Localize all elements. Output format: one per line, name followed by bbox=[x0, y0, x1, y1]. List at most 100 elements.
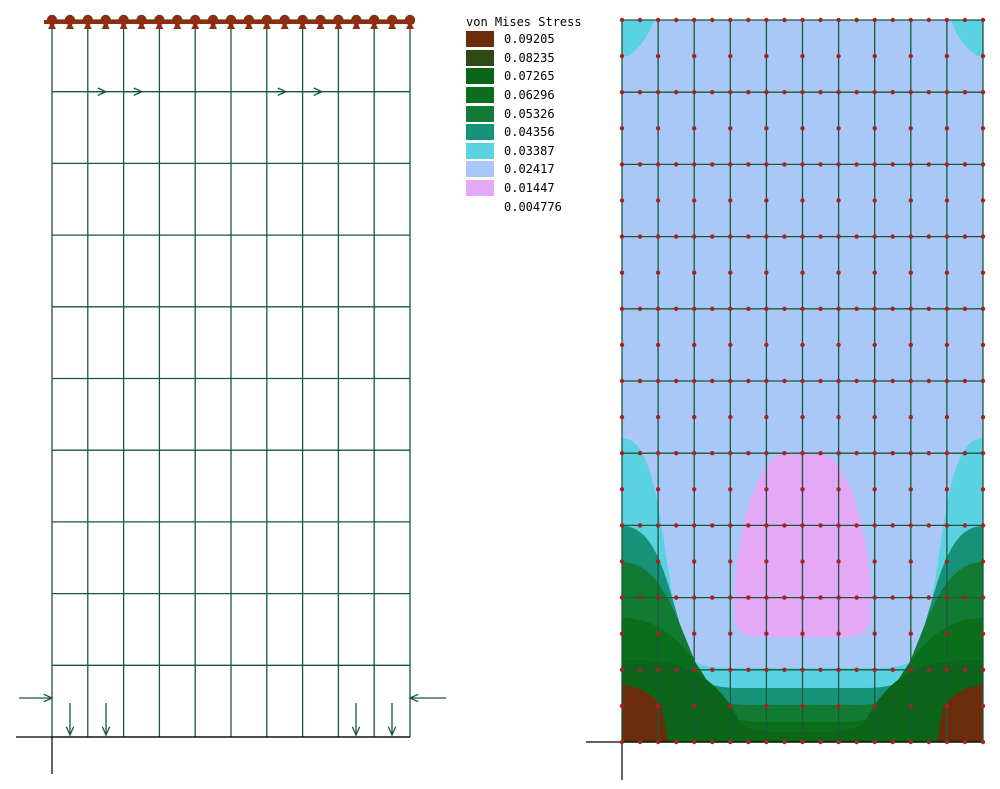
support-symbol bbox=[118, 14, 129, 29]
legend-swatch bbox=[466, 142, 494, 159]
force-arrow-head bbox=[408, 693, 419, 703]
mesh-node bbox=[637, 523, 643, 528]
mesh-node bbox=[728, 378, 733, 384]
legend-swatch bbox=[466, 161, 494, 178]
mesh-node bbox=[692, 342, 697, 348]
mesh-node bbox=[836, 595, 841, 600]
force-arrow-head bbox=[387, 726, 397, 737]
force-arrow-head bbox=[351, 726, 361, 737]
mesh-node bbox=[836, 126, 841, 131]
support-symbol bbox=[82, 14, 94, 29]
mesh-node bbox=[908, 703, 913, 709]
force-arrow-head bbox=[101, 726, 111, 737]
mesh-node bbox=[673, 523, 679, 528]
mesh-node bbox=[655, 487, 661, 492]
mesh-node bbox=[926, 378, 932, 384]
mesh-node bbox=[619, 703, 625, 709]
mesh-node bbox=[962, 234, 968, 239]
support-node bbox=[172, 14, 183, 26]
mesh-node bbox=[980, 631, 986, 636]
support-triangle bbox=[65, 21, 74, 29]
mesh-node bbox=[980, 162, 986, 167]
mesh-node bbox=[746, 451, 751, 456]
mesh-node bbox=[800, 126, 805, 131]
support-node bbox=[225, 14, 237, 26]
support-node bbox=[136, 14, 147, 26]
mesh-node bbox=[836, 17, 841, 23]
mesh-node bbox=[655, 90, 661, 95]
support-triangle bbox=[227, 21, 235, 29]
mesh-node bbox=[836, 703, 841, 709]
mesh-node bbox=[637, 739, 643, 745]
mesh-node bbox=[872, 234, 877, 239]
support-symbol bbox=[207, 14, 219, 29]
mesh-node bbox=[944, 17, 950, 23]
mesh-node bbox=[962, 739, 968, 745]
mesh-node bbox=[728, 234, 733, 239]
mesh-node bbox=[908, 126, 913, 131]
legend-title: von Mises Stress bbox=[466, 15, 582, 29]
mesh-node bbox=[800, 703, 805, 709]
mesh-node bbox=[673, 739, 679, 745]
mesh-node bbox=[800, 234, 805, 239]
mesh-node bbox=[872, 162, 877, 167]
mesh-node bbox=[854, 378, 859, 384]
support-triangle bbox=[262, 21, 271, 29]
mesh-node bbox=[890, 306, 895, 311]
force-arrow bbox=[101, 703, 111, 737]
mesh-node bbox=[619, 451, 625, 456]
mesh-node bbox=[728, 595, 733, 600]
mesh-node bbox=[728, 739, 733, 745]
support-node bbox=[82, 14, 94, 26]
mesh-node bbox=[962, 306, 968, 311]
mesh-node bbox=[926, 90, 932, 95]
mesh-node bbox=[836, 198, 841, 203]
mesh-node bbox=[637, 17, 643, 23]
mesh-node bbox=[619, 270, 625, 275]
mesh-node bbox=[962, 451, 968, 456]
mesh-node bbox=[728, 523, 733, 528]
mesh-node bbox=[782, 162, 787, 167]
support-triangle bbox=[155, 21, 164, 29]
mesh-node bbox=[854, 739, 859, 745]
mesh-node bbox=[872, 739, 877, 745]
mesh-node bbox=[764, 559, 769, 564]
support-node bbox=[207, 14, 219, 26]
mesh-node bbox=[980, 90, 986, 95]
mesh-node bbox=[890, 234, 895, 239]
support-triangle bbox=[101, 21, 110, 29]
mesh-node bbox=[764, 126, 769, 131]
support-node bbox=[369, 14, 380, 26]
mesh-node bbox=[944, 414, 950, 420]
mesh-node bbox=[764, 703, 769, 709]
mesh-node bbox=[944, 378, 950, 384]
mesh-node bbox=[655, 53, 661, 59]
mesh-node bbox=[818, 667, 823, 672]
mesh-node bbox=[619, 523, 625, 528]
mesh-node bbox=[980, 126, 986, 131]
mesh-node bbox=[764, 234, 769, 239]
contour-band bbox=[622, 684, 668, 742]
mesh-node bbox=[872, 451, 877, 456]
mesh-node bbox=[619, 595, 625, 600]
support-triangle bbox=[137, 21, 146, 29]
support-symbol bbox=[172, 14, 183, 29]
support-node bbox=[261, 14, 272, 26]
legend-swatch bbox=[466, 68, 494, 85]
mesh-node bbox=[908, 90, 913, 95]
force-arrow-head bbox=[313, 87, 324, 96]
mesh-node bbox=[908, 414, 913, 420]
mesh-node bbox=[782, 667, 787, 672]
mesh-node bbox=[619, 487, 625, 492]
mesh-node bbox=[854, 451, 859, 456]
mesh-node bbox=[980, 667, 986, 672]
mesh-node bbox=[728, 198, 733, 203]
mesh-node bbox=[836, 234, 841, 239]
force-arrow-head bbox=[97, 87, 108, 96]
undeformed-mesh-model bbox=[16, 14, 446, 774]
mesh-node bbox=[872, 667, 877, 672]
mesh-node bbox=[836, 53, 841, 59]
mesh-node bbox=[908, 53, 913, 59]
mesh-node bbox=[908, 198, 913, 203]
